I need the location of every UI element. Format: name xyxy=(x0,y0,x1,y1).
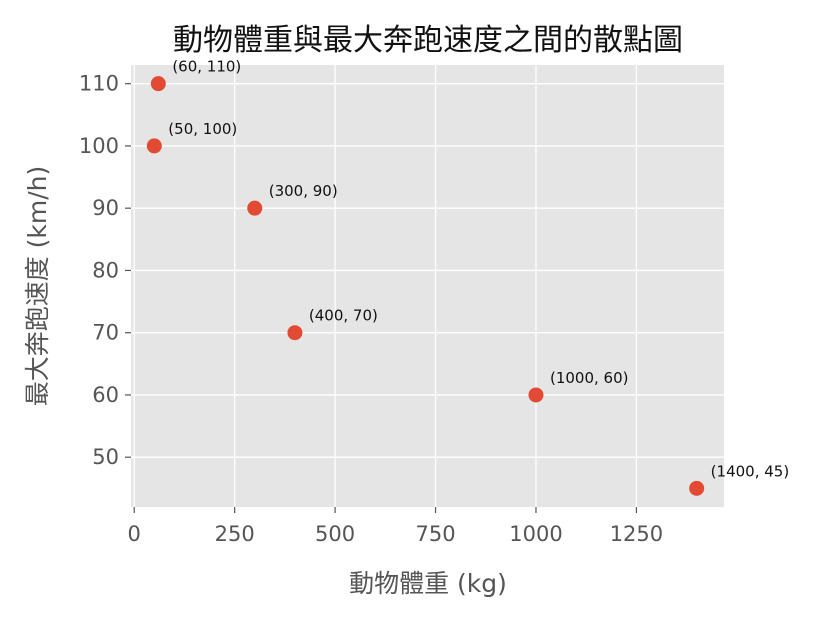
grid-lines xyxy=(131,65,724,507)
chart-title: 動物體重與最大奔跑速度之間的散點圖 xyxy=(173,23,683,58)
y-tick-label: 50 xyxy=(92,445,119,469)
x-axis-label: 動物體重 (kg) xyxy=(349,569,507,598)
x-tick-label: 0 xyxy=(128,522,141,546)
point-annotations: (60, 110) (50, 100) (300, 90) (400, 70) (100… xyxy=(168,58,789,481)
data-point xyxy=(689,480,705,496)
y-tick-label: 100 xyxy=(79,134,119,158)
point-label: (60, 110) xyxy=(172,58,241,76)
data-point xyxy=(528,387,544,403)
point-label: (300, 90) xyxy=(269,182,338,200)
point-label: (400, 70) xyxy=(309,307,378,325)
y-tick-label: 90 xyxy=(92,196,119,220)
x-tick-label: 1000 xyxy=(509,522,562,546)
data-point xyxy=(146,138,162,154)
y-tick-label: 110 xyxy=(79,72,119,96)
point-label: (1000, 60) xyxy=(550,369,629,387)
x-tick-label: 750 xyxy=(415,522,455,546)
y-tick-label: 60 xyxy=(92,383,119,407)
x-tick-label: 500 xyxy=(315,522,355,546)
data-point xyxy=(150,76,166,92)
y-axis-label: 最大奔跑速度 (km/h) xyxy=(23,166,52,407)
point-label: (50, 100) xyxy=(168,120,237,138)
data-points xyxy=(146,76,705,496)
y-tick-label: 80 xyxy=(92,258,119,282)
point-label: (1400, 45) xyxy=(711,462,790,480)
plot-area xyxy=(131,65,724,507)
x-tick-label: 1250 xyxy=(610,522,663,546)
y-axis-ticks: 50 60 70 80 90 100 110 xyxy=(79,72,131,469)
x-axis-ticks: 0 250 500 750 1000 1250 xyxy=(128,507,663,546)
data-point xyxy=(247,200,263,216)
data-point xyxy=(287,325,303,341)
y-tick-label: 70 xyxy=(92,321,119,345)
x-tick-label: 250 xyxy=(215,522,255,546)
